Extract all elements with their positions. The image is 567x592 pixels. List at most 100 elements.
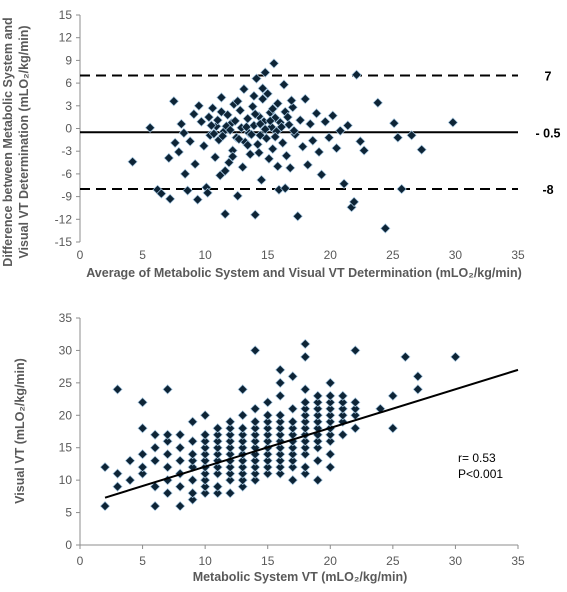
top-data-point: [176, 118, 187, 130]
p-value-annotation: P<0.001: [458, 467, 503, 481]
bottom-x-tick-label: 25: [386, 554, 400, 568]
bottom-data-point: [412, 384, 423, 395]
bottom-data-point: [162, 488, 173, 499]
top-data-point: [245, 149, 256, 160]
top-x-tick-label: 15: [261, 248, 275, 262]
top-data-point: [288, 125, 300, 136]
bottom-data-point: [387, 390, 398, 401]
top-data-point: [156, 188, 167, 199]
bottom-data-point: [237, 455, 248, 466]
bottom-data-point: [312, 410, 323, 421]
top-data-point: [163, 152, 174, 164]
top-data-point: [241, 121, 252, 133]
bottom-data-point: [175, 442, 186, 453]
regression-trendline: [104, 368, 519, 499]
top-y-label-line2: Visual VT Determination (mLO₂/kg/min): [17, 25, 31, 258]
bottom-y-tick-label: 25: [59, 376, 73, 390]
bottom-data-point: [287, 455, 298, 466]
bottom-data-point: [200, 436, 211, 447]
bottom-data-point: [312, 390, 323, 401]
bottom-data-point: [162, 462, 173, 473]
bottom-data-point: [212, 455, 223, 466]
bottom-x-tick-label: 35: [511, 554, 525, 568]
bottom-data-point: [200, 429, 211, 440]
correlation-r-annotation: r= 0.53: [458, 451, 496, 465]
bottom-data-point: [237, 384, 248, 395]
top-y-tick-label: -15: [55, 235, 73, 249]
bottom-data-point: [300, 468, 311, 479]
top-y-tick-label: -3: [61, 144, 72, 158]
bottom-x-tick-label: 15: [261, 554, 275, 568]
bottom-data-point: [350, 403, 361, 414]
top-data-point: [282, 112, 293, 123]
top-data-point: [355, 136, 366, 147]
top-data-point: [348, 196, 360, 207]
bottom-data-point: [300, 436, 311, 447]
bottom-data-point: [137, 449, 148, 460]
bottom-data-point: [237, 481, 248, 492]
top-data-point: [295, 115, 306, 126]
bottom-data-point: [325, 416, 336, 427]
bottom-data-point: [262, 436, 273, 447]
top-x-tick-label: 5: [139, 248, 146, 262]
top-data-point: [127, 156, 138, 167]
bottom-data-point: [162, 436, 173, 447]
bottom-data-point: [300, 462, 311, 473]
top-data-points: [127, 58, 459, 234]
top-data-point: [188, 109, 199, 120]
bottom-data-point: [275, 455, 286, 466]
bottom-data-point: [312, 403, 323, 414]
bottom-data-point: [187, 475, 198, 486]
bottom-y-tick-label: 20: [59, 408, 73, 422]
top-y-tick-label: 6: [65, 76, 72, 90]
bottom-y-tick-label: 30: [59, 343, 73, 357]
top-data-point: [202, 187, 213, 198]
bottom-data-point: [137, 462, 148, 473]
bottom-data-point: [262, 416, 273, 427]
bottom-data-point: [162, 449, 173, 460]
bottom-data-point: [200, 468, 211, 479]
bottom-data-point: [262, 455, 273, 466]
bottom-data-point: [287, 416, 298, 427]
bottom-data-point: [287, 403, 298, 414]
top-data-point: [178, 127, 189, 139]
top-y-tick-label: -6: [61, 167, 72, 181]
bottom-data-point: [262, 449, 273, 460]
bottom-data-point: [225, 468, 236, 479]
top-data-point: [190, 158, 201, 170]
top-data-point: [316, 169, 327, 180]
bottom-data-point: [99, 500, 111, 512]
top-y-tick-label: -12: [55, 212, 73, 226]
top-data-point: [198, 140, 209, 151]
bottom-data-point: [325, 410, 336, 421]
top-data-point: [252, 139, 263, 150]
bottom-data-point: [287, 442, 298, 453]
top-y-label-line1: Difference between Metabolic System and: [1, 17, 15, 266]
top-data-point: [278, 79, 290, 90]
top-y-tick-label: -9: [61, 190, 72, 204]
top-data-point: [227, 151, 238, 162]
bottom-data-point: [275, 377, 286, 388]
bottom-data-point: [225, 475, 236, 486]
bottom-data-point: [200, 442, 211, 453]
bottom-data-point: [175, 481, 186, 492]
top-data-point: [338, 178, 350, 189]
reference-line-label: - 0.5: [535, 126, 560, 140]
bottom-data-point: [275, 449, 286, 460]
top-data-point: [144, 122, 156, 133]
bottom-data-point: [212, 436, 223, 447]
top-data-point: [170, 137, 181, 148]
top-data-point: [380, 223, 391, 234]
bottom-data-point: [237, 429, 248, 440]
bottom-data-point: [237, 436, 248, 447]
top-data-point: [267, 143, 278, 155]
top-data-point: [276, 121, 287, 133]
bottom-data-point: [212, 429, 223, 440]
bottom-data-point: [212, 449, 223, 460]
bottom-data-point: [99, 462, 111, 473]
top-data-point: [262, 88, 273, 99]
bottom-data-point: [300, 410, 311, 421]
bottom-data-points: [99, 338, 461, 512]
bottom-data-point: [312, 397, 323, 408]
bottom-data-point: [275, 364, 286, 375]
